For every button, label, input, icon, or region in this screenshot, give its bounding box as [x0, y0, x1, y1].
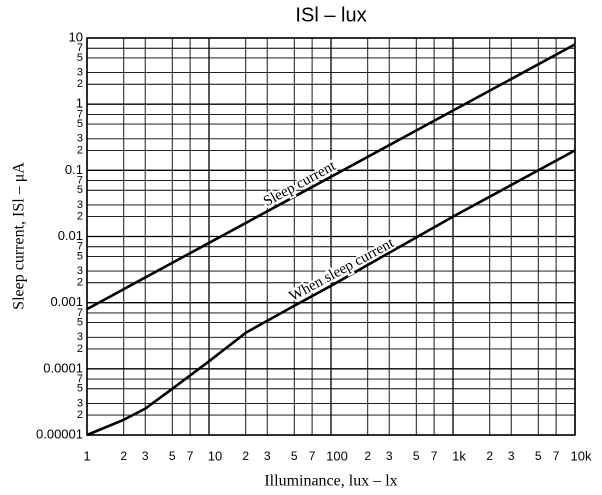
x-tick-label: 100 — [326, 448, 348, 463]
x-tick-label: 1 — [83, 448, 90, 463]
y-tick-label: 7 — [77, 42, 83, 54]
x-tick-label: 2 — [120, 449, 127, 463]
x-tick-label: 3 — [508, 449, 515, 463]
y-tick-label: 2 — [77, 343, 83, 355]
y-tick-label: 2 — [77, 409, 83, 421]
series-line — [86, 43, 576, 311]
y-tick-label: 3 — [77, 133, 83, 145]
y-tick-label: 5 — [77, 184, 83, 196]
y-tick-label: 10 — [69, 29, 83, 44]
x-tick-label: 5 — [413, 449, 420, 463]
x-tick-label: 3 — [264, 449, 271, 463]
y-tick-label: 0.00001 — [36, 426, 83, 441]
series-line — [86, 149, 576, 437]
x-tick-label: 10 — [208, 448, 222, 463]
y-tick-label: 7 — [77, 174, 83, 186]
x-tick-label: 10k — [571, 448, 592, 463]
x-tick-label: 2 — [364, 449, 371, 463]
y-tick-label: 2 — [77, 277, 83, 289]
y-tick-label: 3 — [77, 397, 83, 409]
x-tick-label: 5 — [535, 449, 542, 463]
x-tick-label: 7 — [553, 449, 560, 463]
x-tick-label: 7 — [309, 449, 316, 463]
x-tick-label: 7 — [187, 449, 194, 463]
series-label: When sleep current — [287, 235, 398, 305]
y-tick-label: 2 — [77, 78, 83, 90]
x-tick-label: 2 — [486, 449, 493, 463]
y-tick-label: 3 — [77, 199, 83, 211]
series-label: Sleep current — [261, 158, 339, 210]
y-tick-label: 5 — [77, 52, 83, 64]
y-tick-label: 7 — [77, 373, 83, 385]
y-tick-label: 7 — [77, 108, 83, 120]
x-tick-label: 5 — [291, 449, 298, 463]
y-tick-label: 1 — [76, 96, 83, 111]
y-tick-label: 0.001 — [50, 294, 83, 309]
y-tick-label: 3 — [77, 265, 83, 277]
y-tick-label: 3 — [77, 67, 83, 79]
x-tick-label: 3 — [142, 449, 149, 463]
x-axis-label: Illuminance, lux – lx — [264, 473, 397, 490]
x-tick-label: 7 — [431, 449, 438, 463]
y-tick-label: 2 — [77, 210, 83, 222]
x-tick-label: 5 — [169, 449, 176, 463]
y-tick-label: 7 — [77, 307, 83, 319]
y-tick-label: 0.01 — [58, 228, 83, 243]
y-tick-label: 2 — [77, 144, 83, 156]
y-tick-label: 0.1 — [65, 162, 83, 177]
y-axis-label: Sleep current, ISl – μA — [11, 162, 28, 310]
y-tick-label: 5 — [77, 118, 83, 130]
x-tick-label: 1k — [452, 448, 466, 463]
x-tick-label: 2 — [242, 449, 249, 463]
chart-title: ISl – lux — [295, 4, 366, 26]
y-tick-label: 3 — [77, 331, 83, 343]
x-tick-label: 3 — [386, 449, 393, 463]
y-tick-label: 7 — [77, 241, 83, 253]
y-tick-label: 0.0001 — [43, 360, 83, 375]
plot-frame — [86, 37, 576, 436]
y-tick-label: 5 — [77, 383, 83, 395]
y-tick-label: 5 — [77, 316, 83, 328]
y-tick-label: 5 — [77, 250, 83, 262]
